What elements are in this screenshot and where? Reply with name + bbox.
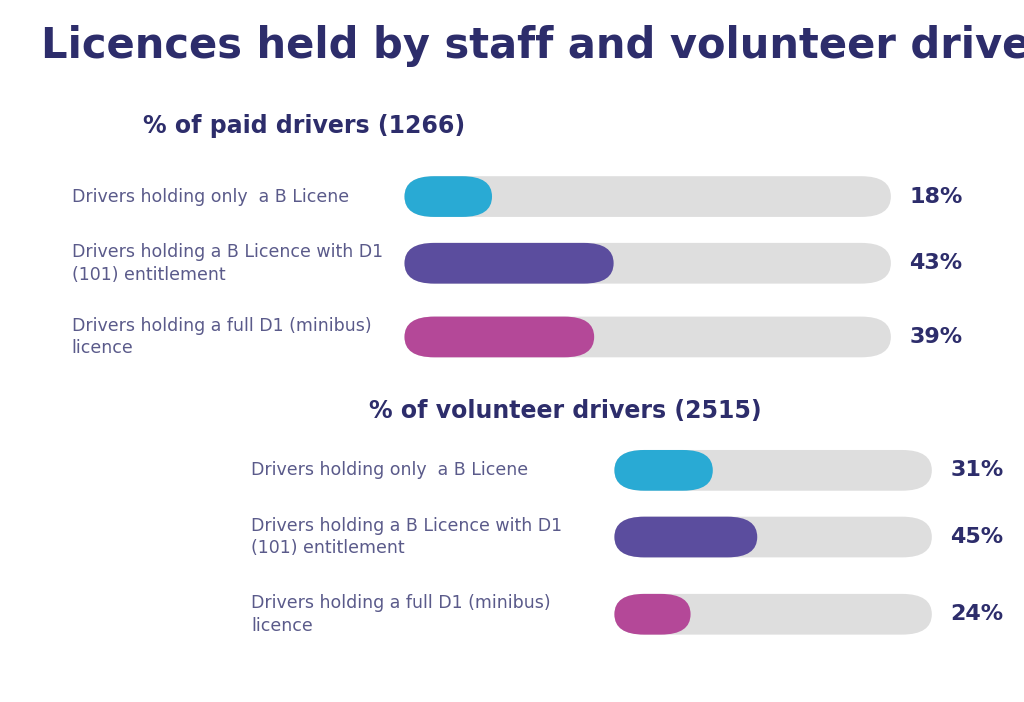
Text: % of paid drivers (1266): % of paid drivers (1266) [143,114,466,138]
Text: Licences held by staff and volunteer drivers: Licences held by staff and volunteer dri… [41,25,1024,67]
FancyBboxPatch shape [404,243,891,284]
FancyBboxPatch shape [404,317,891,357]
Text: 18%: 18% [909,187,963,206]
Text: 43%: 43% [909,253,963,273]
Text: Drivers holding a full D1 (minibus)
licence: Drivers holding a full D1 (minibus) lice… [72,317,372,357]
Text: Drivers holding a B Licence with D1
(101) entitlement: Drivers holding a B Licence with D1 (101… [72,243,383,284]
Text: % of volunteer drivers (2515): % of volunteer drivers (2515) [369,399,761,423]
FancyBboxPatch shape [404,176,493,217]
FancyBboxPatch shape [404,176,891,217]
FancyBboxPatch shape [404,243,613,284]
Text: Drivers holding only  a B Licene: Drivers holding only a B Licene [72,187,349,206]
Text: 24%: 24% [950,604,1004,624]
FancyBboxPatch shape [614,594,690,635]
Text: 45%: 45% [950,527,1004,547]
Text: Drivers holding a full D1 (minibus)
licence: Drivers holding a full D1 (minibus) lice… [251,594,551,635]
FancyBboxPatch shape [614,517,758,557]
FancyBboxPatch shape [614,450,932,491]
Text: 39%: 39% [909,327,963,347]
FancyBboxPatch shape [614,450,713,491]
FancyBboxPatch shape [404,317,594,357]
Text: 31%: 31% [950,461,1004,480]
Text: Drivers holding only  a B Licene: Drivers holding only a B Licene [251,461,528,479]
FancyBboxPatch shape [614,594,932,635]
Text: Drivers holding a B Licence with D1
(101) entitlement: Drivers holding a B Licence with D1 (101… [251,517,562,557]
FancyBboxPatch shape [614,517,932,557]
